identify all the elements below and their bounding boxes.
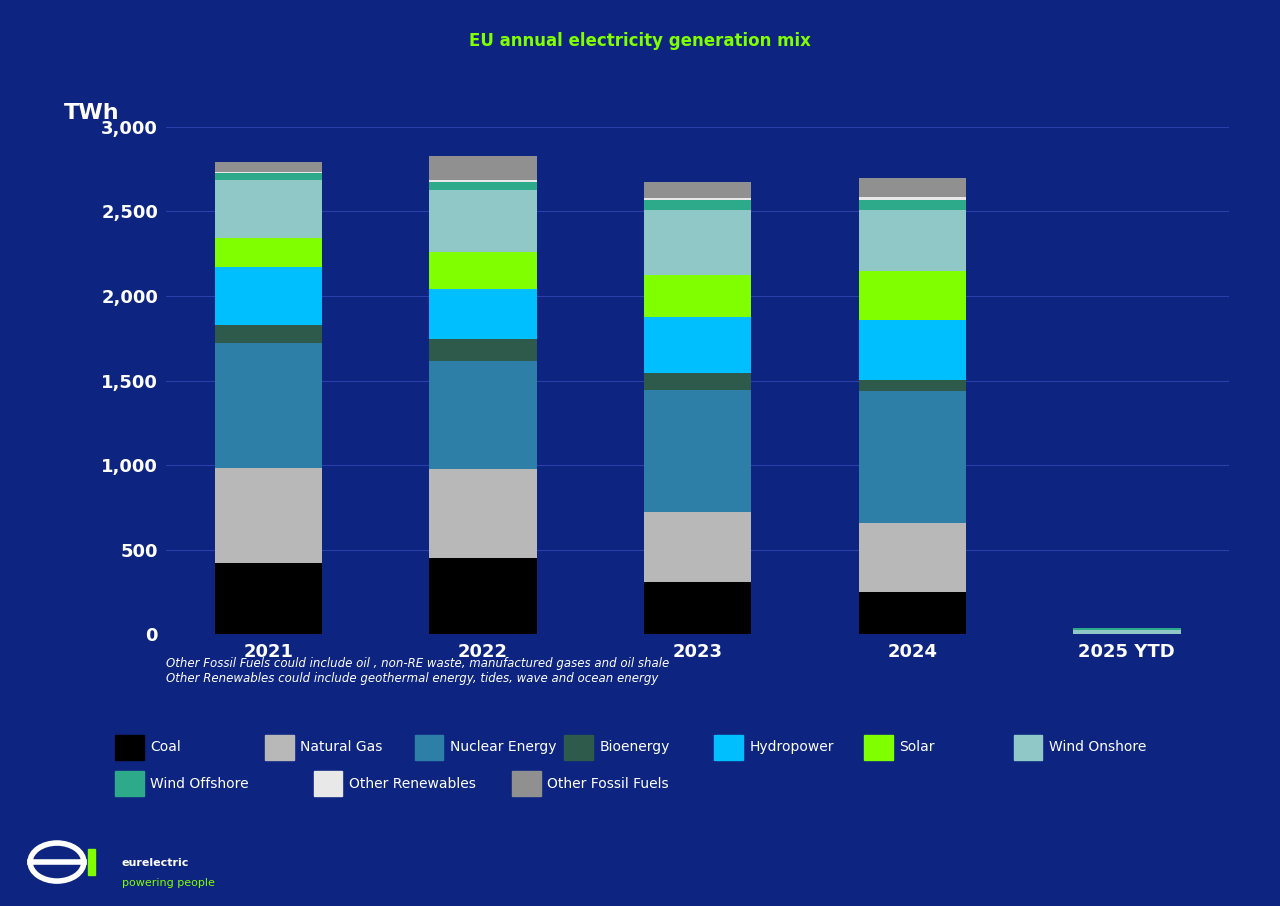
Bar <box>429 180 536 182</box>
Text: Wind Offshore: Wind Offshore <box>150 776 248 791</box>
Bar <box>644 512 751 582</box>
Text: Bioenergy: Bioenergy <box>599 740 669 755</box>
Bar <box>215 468 323 564</box>
Text: TWh: TWh <box>64 103 119 123</box>
Text: Other Renewables: Other Renewables <box>348 776 476 791</box>
Text: Nuclear Energy: Nuclear Energy <box>449 740 557 755</box>
Text: Solar: Solar <box>899 740 934 755</box>
Bar <box>215 343 323 468</box>
Text: EU annual electricity generation mix: EU annual electricity generation mix <box>468 32 812 50</box>
Bar <box>429 339 536 361</box>
Bar <box>859 209 966 271</box>
Bar <box>1073 628 1180 630</box>
Bar <box>215 564 323 634</box>
Bar <box>859 199 966 209</box>
Bar <box>215 324 323 343</box>
Bar <box>215 180 323 237</box>
Bar <box>429 361 536 469</box>
Text: Coal: Coal <box>150 740 180 755</box>
Bar <box>859 320 966 380</box>
Bar <box>644 390 751 512</box>
Bar <box>859 390 966 523</box>
Bar <box>859 523 966 592</box>
Bar <box>215 162 323 171</box>
Bar <box>429 469 536 558</box>
Bar <box>215 173 323 180</box>
Bar <box>644 317 751 373</box>
Bar <box>644 200 751 209</box>
Bar <box>644 198 751 200</box>
Text: eurelectric: eurelectric <box>122 857 189 868</box>
Bar <box>429 157 536 180</box>
Bar <box>859 380 966 390</box>
Bar <box>429 252 536 289</box>
Text: Other Fossil Fuels could include oil , non-RE waste, manufactured gases and oil : Other Fossil Fuels could include oil , n… <box>166 657 669 685</box>
Bar <box>859 178 966 197</box>
Bar <box>88 850 96 875</box>
Bar <box>644 582 751 634</box>
Text: Wind Onshore: Wind Onshore <box>1048 740 1146 755</box>
Bar <box>1073 630 1180 634</box>
Bar <box>215 171 323 173</box>
Bar <box>859 271 966 320</box>
Text: Hydropower: Hydropower <box>749 740 833 755</box>
Bar <box>215 267 323 324</box>
Bar <box>644 182 751 198</box>
Bar <box>429 182 536 190</box>
Text: Other Fossil Fuels: Other Fossil Fuels <box>547 776 668 791</box>
Bar <box>644 373 751 390</box>
Bar <box>859 197 966 199</box>
Bar <box>215 237 323 267</box>
Bar <box>859 592 966 634</box>
Bar <box>429 190 536 252</box>
Text: Natural Gas: Natural Gas <box>300 740 383 755</box>
Bar <box>644 209 751 275</box>
Text: powering people: powering people <box>122 878 215 889</box>
Bar <box>429 289 536 339</box>
Bar <box>644 275 751 317</box>
Bar <box>429 558 536 634</box>
